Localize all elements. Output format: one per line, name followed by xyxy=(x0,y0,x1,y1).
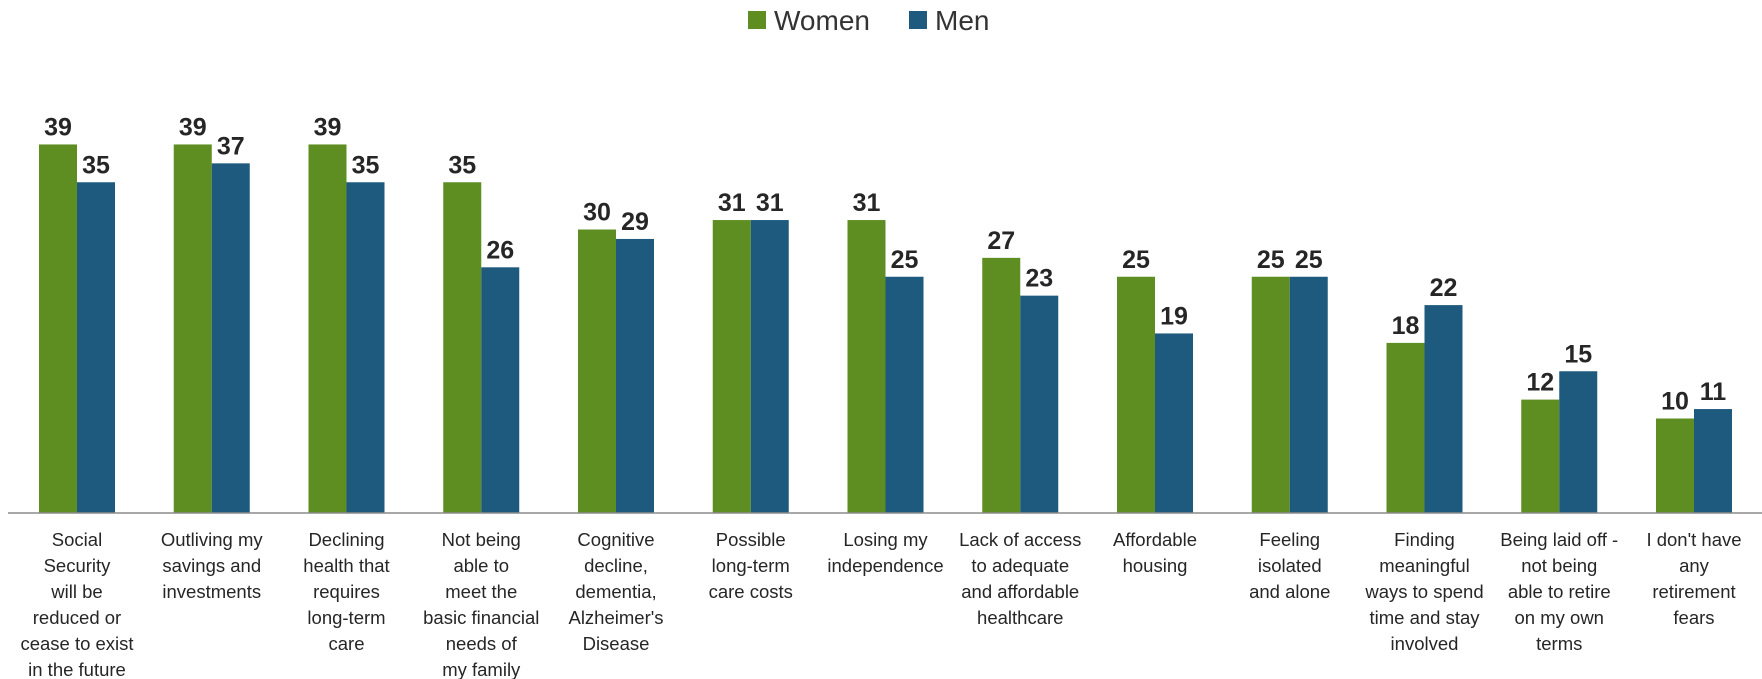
bar-women-9 xyxy=(1251,276,1290,513)
value-label-women-2: 39 xyxy=(314,113,342,141)
value-label-men-1: 37 xyxy=(217,132,245,160)
category-label-0: Social Security will be reduced or cease to … xyxy=(20,529,133,679)
value-label-men-8: 19 xyxy=(1160,302,1188,330)
bar-men-12 xyxy=(1694,409,1732,513)
value-label-women-11: 12 xyxy=(1526,369,1554,397)
value-label-women-3: 35 xyxy=(448,151,476,179)
bar-men-3 xyxy=(481,267,520,513)
bar-women-4 xyxy=(578,229,616,513)
bar-women-10 xyxy=(1386,342,1425,513)
value-label-men-10: 22 xyxy=(1430,274,1458,302)
category-label-4: Cognitive decline, dementia, Alzheimer's Dis… xyxy=(568,529,663,654)
bar-women-8 xyxy=(1117,276,1155,513)
value-labels: 39 35 39 37 39 35 35 26 30 29 31 31 31 25 27 23 25 19 25 25… xyxy=(44,113,1726,415)
value-label-men-9: 25 xyxy=(1295,246,1323,274)
value-label-men-2: 35 xyxy=(352,151,380,179)
category-label-5: Possible long-term care costs xyxy=(709,529,793,602)
value-label-men-7: 23 xyxy=(1025,265,1053,293)
value-label-women-6: 31 xyxy=(853,189,881,217)
value-label-men-0: 35 xyxy=(82,151,110,179)
category-label-7: Lack of access to adequate and affordable h… xyxy=(959,529,1081,628)
value-label-women-9: 25 xyxy=(1257,246,1285,274)
value-label-men-6: 25 xyxy=(891,246,919,274)
legend-swatch-men xyxy=(909,11,927,29)
value-label-men-12: 11 xyxy=(1700,378,1727,406)
category-label-1: Outliving my savings and investments xyxy=(161,529,264,602)
value-label-women-12: 10 xyxy=(1661,388,1689,416)
bar-men-2 xyxy=(346,182,385,513)
bar-men-1 xyxy=(211,163,250,513)
category-label-2: Declining health that requires long-term car… xyxy=(303,529,389,654)
category-label-10: Finding meaningful ways to spend time and s… xyxy=(1364,529,1483,654)
category-label-3: Not being able to meet the basic financial n… xyxy=(423,529,539,679)
value-label-women-8: 25 xyxy=(1122,246,1150,274)
value-label-women-4: 30 xyxy=(583,199,611,227)
bar-women-7 xyxy=(982,257,1021,513)
bar-women-0 xyxy=(39,144,77,513)
bar-women-6 xyxy=(847,220,886,514)
bar-men-10 xyxy=(1424,305,1463,513)
category-label-9: Feeling isolated and alone xyxy=(1249,529,1330,602)
bar-women-2 xyxy=(308,144,347,513)
bar-men-8 xyxy=(1155,333,1193,513)
value-label-men-4: 29 xyxy=(621,208,649,236)
bar-men-6 xyxy=(885,276,924,513)
value-label-women-5: 31 xyxy=(718,189,746,217)
value-label-men-11: 15 xyxy=(1564,340,1592,368)
value-label-men-3: 26 xyxy=(486,236,514,264)
bar-women-1 xyxy=(173,144,212,513)
bar-men-5 xyxy=(750,220,789,514)
value-label-women-1: 39 xyxy=(179,113,207,141)
legend-swatch-women xyxy=(748,11,766,29)
category-label-12: I don't have any retirement fears xyxy=(1646,529,1741,628)
bar-women-12 xyxy=(1656,418,1694,513)
legend-label-men: Men xyxy=(935,5,989,36)
bars xyxy=(39,144,1732,514)
bar-men-9 xyxy=(1289,276,1328,513)
bar-women-11 xyxy=(1521,399,1560,513)
category-label-11: Being laid off -not being able to retire o… xyxy=(1500,529,1618,654)
bar-men-7 xyxy=(1020,295,1059,513)
bar-men-4 xyxy=(616,238,654,513)
bar-men-11 xyxy=(1559,371,1598,513)
legend: Women Men xyxy=(748,5,989,36)
category-labels: Social Security will be reduced or cease to … xyxy=(20,529,1741,679)
bar-women-3 xyxy=(443,182,482,513)
value-label-women-10: 18 xyxy=(1392,312,1420,340)
value-label-women-7: 27 xyxy=(987,227,1015,255)
bar-men-0 xyxy=(77,182,115,513)
category-label-8: Affordable housing xyxy=(1113,529,1197,576)
category-label-6: Losing my independence xyxy=(827,529,943,576)
value-label-women-0: 39 xyxy=(44,113,72,141)
legend-label-women: Women xyxy=(774,5,870,36)
bar-women-5 xyxy=(712,220,751,514)
value-label-men-5: 31 xyxy=(756,189,784,217)
